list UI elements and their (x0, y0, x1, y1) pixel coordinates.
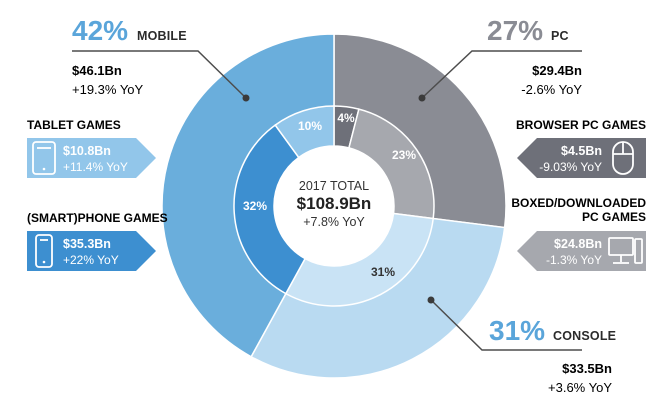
desktop-computer-icon (608, 237, 643, 264)
console-percent: 31% (489, 315, 545, 346)
inner-slice-console (284, 212, 435, 307)
smartphone-icon (35, 234, 53, 268)
boxed-flag (517, 231, 646, 271)
phone-title: (SMART)PHONE GAMES (27, 211, 168, 225)
phone-yoy: +22% YoY (63, 253, 119, 267)
center-yoy: +7.8% YoY (303, 215, 365, 229)
leader-lines (72, 50, 582, 351)
inner-slice-smart-phone-games (233, 124, 307, 295)
console-value: $33.5Bn (562, 361, 612, 376)
pc-value: $29.4Bn (532, 63, 582, 78)
inner-slice-tablet-games (274, 105, 335, 159)
inner-ring (233, 105, 435, 307)
center-total: $108.9Bn (297, 194, 372, 213)
tablet-icon (32, 141, 56, 175)
mobile-percent: 42% (72, 15, 128, 46)
mobile-value: $46.1Bn (72, 63, 122, 78)
pc-leader (421, 50, 582, 99)
tablet-flag (27, 138, 156, 178)
mobile-yoy: +19.3% YoY (72, 82, 144, 97)
tablet-value: $10.8Bn (63, 144, 111, 158)
console-title: CONSOLE (553, 329, 616, 343)
mobile-leader-dot (242, 94, 250, 102)
outer-ring (161, 33, 507, 379)
pc-percent: 27% (487, 15, 543, 46)
inner-label-phone: 32% (243, 199, 267, 213)
browser-value: $4.5Bn (561, 144, 602, 158)
tablet-title: TABLET GAMES (27, 118, 121, 132)
center-label: 2017 TOTAL (299, 179, 369, 193)
inner-label-tablet: 10% (298, 119, 322, 133)
inner-label-browser: 4% (337, 111, 355, 125)
boxed-title-line1: BOXED/DOWNLOADED (511, 196, 646, 210)
boxed-title-line2: PC GAMES (582, 210, 646, 224)
inner-label-console: 31% (371, 265, 395, 279)
pc-title: PC (551, 29, 569, 43)
console-leader-dot (427, 296, 435, 304)
mobile-title: MOBILE (137, 29, 187, 43)
boxed-value: $24.8Bn (554, 237, 602, 251)
browser-yoy: -9.03% YoY (539, 160, 602, 174)
console-leader (430, 299, 582, 351)
boxed-yoy: -1.3% YoY (546, 253, 602, 267)
pc-yoy: -2.6% YoY (521, 82, 582, 97)
console-yoy: +3.6% YoY (548, 380, 612, 395)
mouse-icon (612, 141, 634, 175)
browser-title: BROWSER PC GAMES (516, 118, 646, 132)
phone-flag (27, 231, 156, 271)
mobile-leader (72, 50, 247, 99)
phone-value: $35.3Bn (63, 237, 111, 251)
outer-slice-console (250, 217, 506, 379)
tablet-yoy: +11.4% YoY (63, 160, 128, 174)
inner-label-boxed: 23% (392, 148, 416, 162)
pc-leader-dot (418, 94, 426, 102)
